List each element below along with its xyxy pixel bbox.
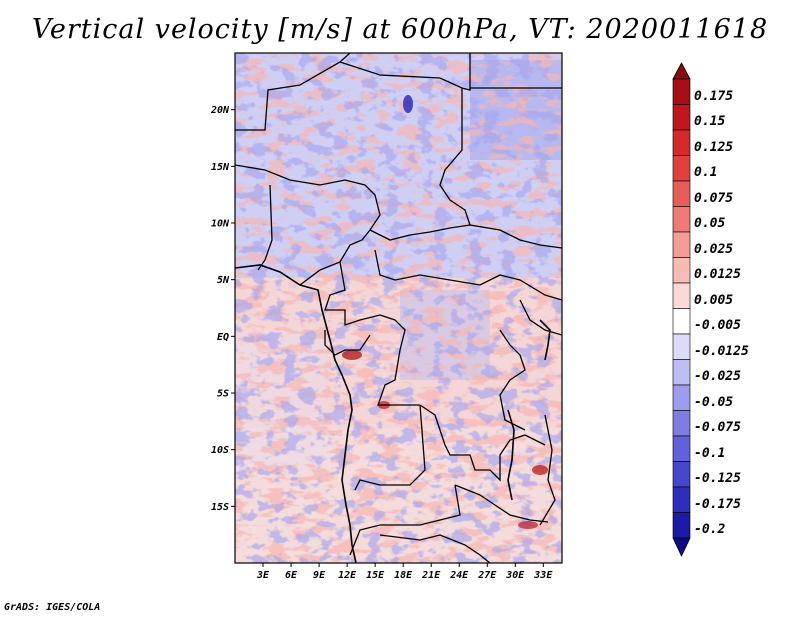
colorbar-label: -0.1	[694, 445, 726, 461]
colorbar-label: -0.175	[694, 496, 741, 512]
colorbar-label: 0.025	[694, 241, 734, 257]
colorbar-label: -0.0125	[694, 343, 749, 359]
colorbar-label: -0.2	[694, 522, 726, 538]
colorbar-label: 0.0125	[694, 267, 741, 283]
colorbar-label: -0.075	[694, 420, 741, 436]
lon-tick-label: 15E	[366, 570, 385, 581]
lat-tick-label: 5N	[217, 275, 230, 286]
colorbar-label: -0.125	[694, 471, 741, 487]
colorbar-swatch	[672, 206, 691, 233]
colorbar-swatch	[672, 359, 691, 386]
figure-title: Vertical velocity [m/s] at 600hPa, VT: 2…	[31, 14, 769, 45]
lat-tick-label: 5S	[217, 389, 229, 400]
colorbar-label: 0.15	[694, 114, 726, 130]
colorbar-lower-extend	[672, 537, 691, 557]
colorbar-swatch	[672, 180, 691, 207]
coastline	[235, 264, 551, 563]
colorbar-label: 0.175	[694, 88, 734, 104]
colorbar-swatch	[672, 333, 691, 360]
colorbar-swatch	[672, 486, 691, 513]
country-borders	[235, 53, 562, 563]
colorbar-label: 0.05	[694, 216, 726, 232]
vertical-velocity-field	[235, 53, 562, 563]
lat-tick-label: 15S	[211, 502, 229, 513]
colorbar-label: -0.005	[694, 318, 741, 334]
lon-tick-label: 33E	[533, 570, 553, 581]
lon-tick-label: 30E	[505, 570, 525, 581]
colorbar-swatch	[672, 282, 691, 309]
lon-tick-label: 9E	[313, 570, 326, 581]
colorbar-label: 0.005	[694, 292, 734, 308]
lon-tick-label: 12E	[338, 570, 357, 581]
colorbar-swatch	[672, 308, 691, 335]
lon-tick-label: 27E	[477, 570, 497, 581]
lat-tick-label: EQ	[217, 332, 229, 343]
colorbar	[672, 62, 691, 557]
colorbar-swatch	[672, 435, 691, 462]
colorbar-swatch	[672, 155, 691, 182]
lat-tick-label: 10N	[211, 219, 230, 230]
lon-tick-label: 21E	[421, 570, 441, 581]
colorbar-swatch	[672, 410, 691, 437]
longitude-axis: 3E 6E 9E 12E 15E 18E 21E 24E 27E 30E 33E	[256, 563, 553, 581]
lon-tick-label: 18E	[394, 570, 413, 581]
colorbar-label: -0.025	[694, 369, 741, 385]
latitude-axis: 20N 15N 10N 5N EQ 5S 10S 15S	[210, 105, 235, 513]
colorbar-swatch	[672, 257, 691, 284]
map-frame	[234, 52, 563, 564]
credit-text: GrADS: IGES/COLA	[4, 602, 101, 613]
colorbar-label: 0.1	[694, 165, 718, 181]
colorbar-swatch	[672, 231, 691, 258]
lat-tick-label: 15N	[211, 162, 230, 173]
colorbar-swatch	[672, 129, 691, 156]
lon-tick-label: 24E	[449, 570, 469, 581]
colorbar-label: 0.125	[694, 139, 734, 155]
colorbar-upper-extend	[672, 62, 691, 80]
lat-tick-label: 20N	[210, 105, 230, 116]
colorbar-label: 0.075	[694, 190, 734, 206]
colorbar-swatch	[672, 384, 691, 411]
colorbar-swatch	[672, 104, 691, 131]
colorbar-swatch	[672, 78, 691, 105]
lat-tick-label: 10S	[211, 445, 229, 456]
lon-tick-label: 3E	[256, 570, 270, 581]
colorbar-swatch	[672, 512, 691, 539]
lon-tick-label: 6E	[285, 570, 298, 581]
colorbar-label: -0.05	[694, 394, 734, 410]
colorbar-swatch	[672, 461, 691, 488]
